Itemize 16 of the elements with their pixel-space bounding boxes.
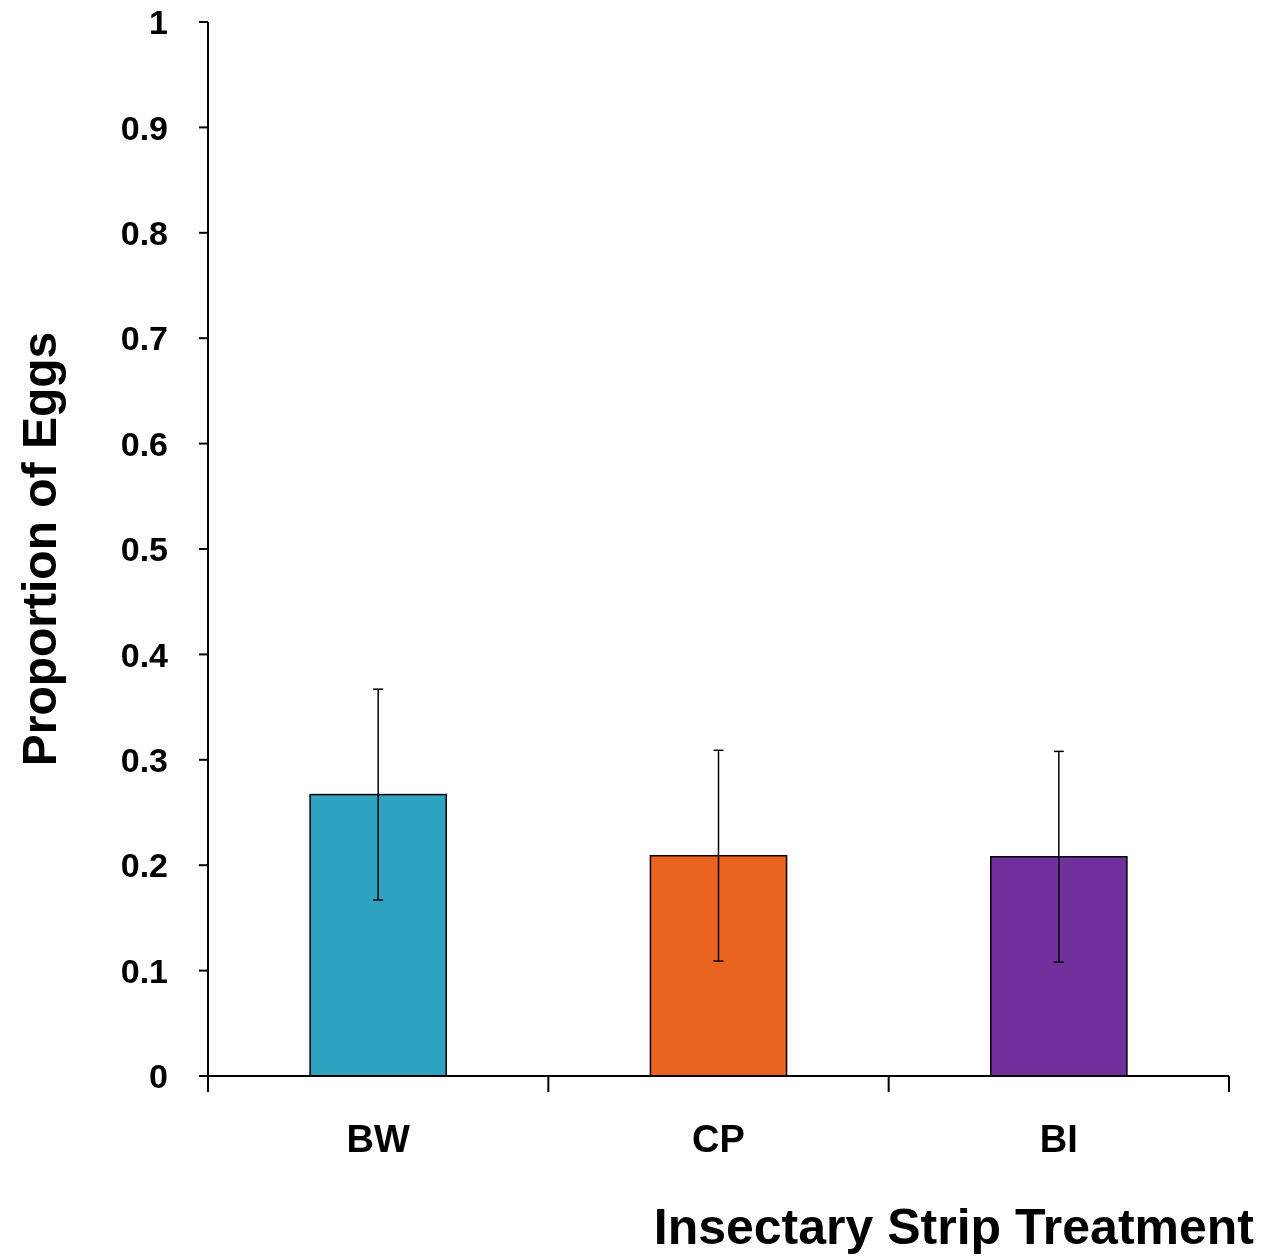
y-tick-label: 0.1: [120, 951, 168, 990]
y-tick-label: 1: [149, 3, 168, 42]
y-tick-label: 0.7: [120, 319, 168, 358]
y-tick-label: 0.3: [120, 741, 168, 780]
y-tick-label: 0.5: [120, 530, 168, 569]
x-tick-label: BI: [1039, 1118, 1078, 1160]
y-axis-title: Proportion of Eggs: [13, 331, 66, 767]
x-tick-label: CP: [692, 1118, 745, 1160]
y-tick-label: 0: [149, 1057, 168, 1096]
x-tick-label: BW: [346, 1118, 410, 1160]
y-tick-label: 0.4: [120, 635, 169, 674]
y-tick-label: 0.8: [120, 214, 168, 253]
y-tick-label: 0.2: [120, 846, 168, 885]
x-axis-title: Insectary Strip Treatment: [653, 1199, 1255, 1255]
y-tick-label: 0.6: [120, 424, 168, 463]
y-tick-label: 0.9: [120, 108, 168, 147]
